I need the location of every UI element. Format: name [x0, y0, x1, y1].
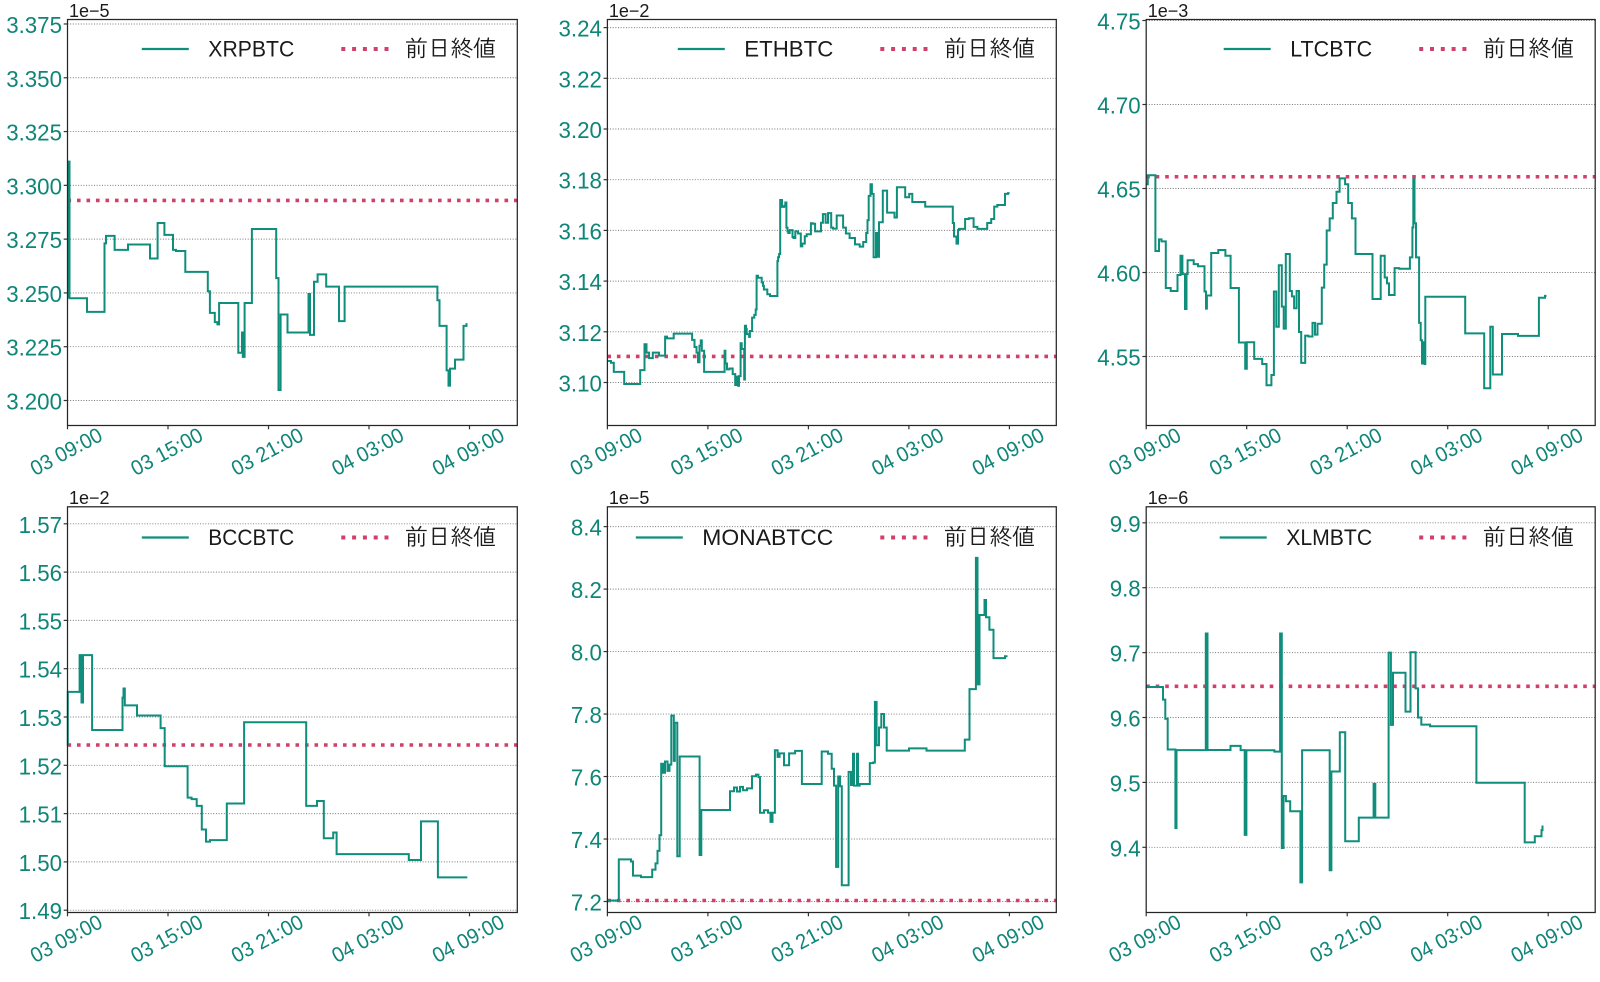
svg-text:9.8: 9.8: [1110, 576, 1141, 602]
svg-text:1.54: 1.54: [19, 657, 63, 683]
svg-text:BCCBTC: BCCBTC: [208, 525, 294, 550]
svg-text:4.65: 4.65: [1097, 177, 1140, 203]
svg-text:4.55: 4.55: [1097, 345, 1140, 371]
svg-text:3.250: 3.250: [6, 281, 62, 307]
svg-text:9.6: 9.6: [1110, 706, 1141, 732]
svg-text:3.225: 3.225: [6, 335, 62, 361]
svg-text:3.14: 3.14: [559, 269, 603, 295]
svg-text:8.4: 8.4: [571, 515, 602, 541]
svg-text:1.51: 1.51: [19, 802, 62, 828]
svg-text:3.18: 3.18: [559, 168, 602, 194]
svg-text:1e−5: 1e−5: [609, 488, 650, 508]
svg-text:7.4: 7.4: [571, 827, 602, 853]
svg-text:MONABTCC: MONABTCC: [702, 525, 833, 550]
svg-text:3.300: 3.300: [6, 173, 62, 199]
svg-text:XLMBTC: XLMBTC: [1286, 525, 1372, 550]
svg-text:1.53: 1.53: [19, 705, 62, 731]
svg-text:1.56: 1.56: [19, 560, 62, 586]
svg-text:3.325: 3.325: [6, 120, 62, 146]
svg-text:3.24: 3.24: [559, 16, 603, 42]
svg-text:3.22: 3.22: [559, 66, 602, 92]
svg-text:XRPBTC: XRPBTC: [208, 37, 294, 62]
svg-text:1.50: 1.50: [19, 850, 62, 876]
svg-text:8.2: 8.2: [571, 577, 602, 603]
svg-text:3.275: 3.275: [6, 227, 62, 253]
svg-text:8.0: 8.0: [571, 640, 602, 666]
svg-text:1e−2: 1e−2: [609, 1, 650, 21]
svg-text:3.20: 3.20: [559, 117, 602, 143]
svg-text:1.55: 1.55: [19, 608, 62, 634]
svg-text:1e−2: 1e−2: [69, 488, 110, 508]
svg-text:3.12: 3.12: [559, 320, 602, 346]
svg-text:1e−5: 1e−5: [69, 1, 110, 21]
svg-text:LTCBTC: LTCBTC: [1290, 37, 1372, 62]
svg-text:4.60: 4.60: [1097, 261, 1140, 287]
svg-text:9.4: 9.4: [1110, 835, 1141, 861]
svg-text:7.8: 7.8: [571, 702, 602, 728]
svg-text:9.9: 9.9: [1110, 511, 1141, 537]
svg-text:3.10: 3.10: [559, 371, 602, 397]
svg-text:4.70: 4.70: [1097, 93, 1140, 119]
svg-text:1e−6: 1e−6: [1148, 488, 1189, 508]
svg-text:1e−3: 1e−3: [1148, 1, 1189, 21]
svg-text:3.16: 3.16: [559, 218, 602, 244]
svg-text:1.52: 1.52: [19, 753, 62, 779]
svg-text:9.5: 9.5: [1110, 770, 1141, 796]
svg-text:9.7: 9.7: [1110, 641, 1141, 667]
svg-text:1.57: 1.57: [19, 512, 62, 538]
svg-text:7.6: 7.6: [571, 765, 602, 791]
svg-text:3.200: 3.200: [6, 389, 62, 415]
svg-text:1.49: 1.49: [19, 898, 62, 924]
svg-text:7.2: 7.2: [571, 890, 602, 916]
svg-text:3.350: 3.350: [6, 66, 62, 92]
svg-text:ETHBTC: ETHBTC: [744, 37, 833, 62]
svg-text:4.75: 4.75: [1097, 9, 1140, 35]
svg-text:3.375: 3.375: [6, 12, 62, 38]
